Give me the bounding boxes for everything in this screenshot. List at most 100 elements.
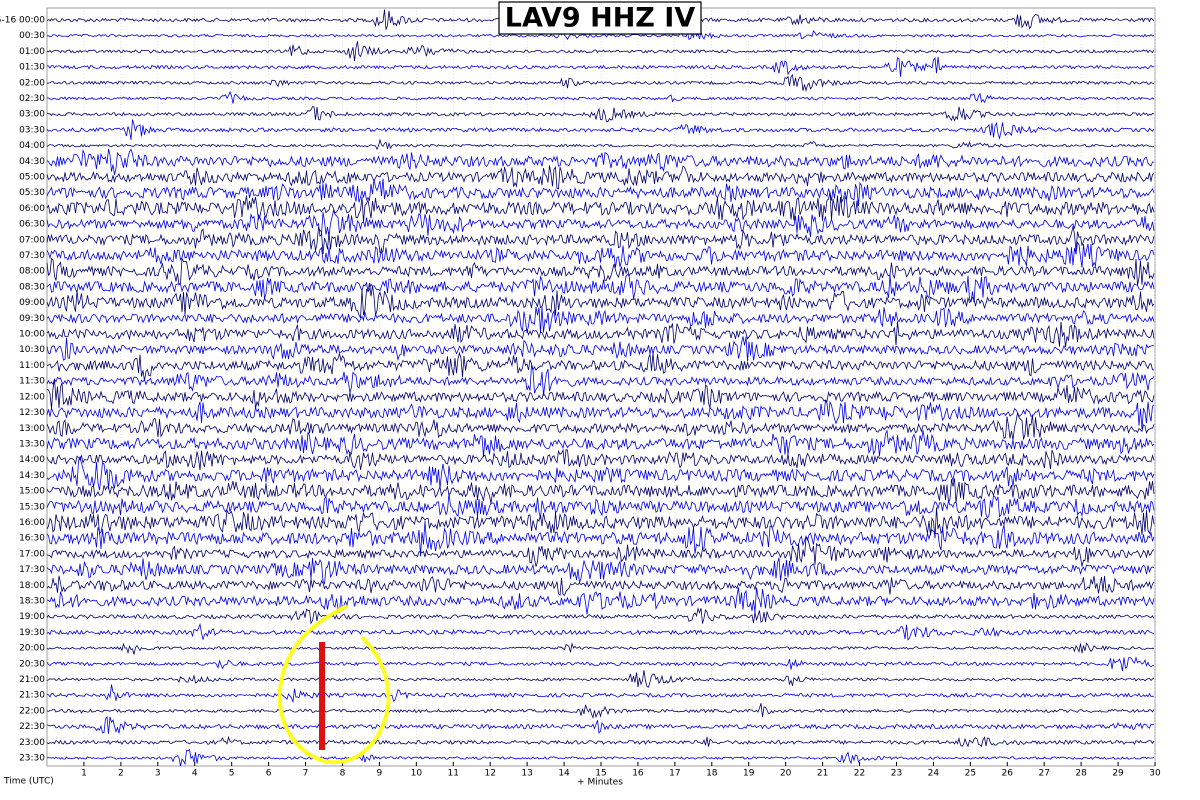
row-label: 23:00 xyxy=(19,738,45,748)
row-label: 17:30 xyxy=(19,565,45,575)
trace xyxy=(46,429,1155,458)
x-tick-label: 2 xyxy=(118,769,124,779)
row-label: 08:00 xyxy=(19,267,45,277)
x-tick-label: 25 xyxy=(965,769,976,779)
trace xyxy=(46,557,1155,585)
trace xyxy=(46,703,1155,719)
row-label: 16:00 xyxy=(19,518,45,528)
trace xyxy=(46,670,1155,688)
row-label: 14:00 xyxy=(19,455,45,465)
row-label: 15:00 xyxy=(19,487,45,497)
x-tick-label: 26 xyxy=(1002,769,1014,779)
row-label: 10:30 xyxy=(19,345,45,355)
trace xyxy=(46,493,1155,519)
row-label: 09:30 xyxy=(19,314,45,324)
row-label: 03:30 xyxy=(19,125,45,135)
row-label: 06:30 xyxy=(19,220,45,230)
trace xyxy=(46,41,1155,62)
trace xyxy=(46,274,1155,303)
row-label: 18:30 xyxy=(19,596,45,606)
row-label: 22:30 xyxy=(19,722,45,732)
chart-title: LAV9 HHZ IV xyxy=(505,3,696,34)
trace xyxy=(46,379,1155,409)
row-label: 20:30 xyxy=(19,659,45,669)
x-tick-label: 17 xyxy=(669,769,680,779)
row-label: 04:30 xyxy=(19,157,45,167)
traces xyxy=(46,9,1155,767)
x-tick-label: 13 xyxy=(521,769,532,779)
x-tick-label: 28 xyxy=(1075,769,1087,779)
row-label: 11:30 xyxy=(19,377,45,387)
trace xyxy=(46,748,1155,767)
x-tick-label: 21 xyxy=(817,769,828,779)
x-tick-label: 20 xyxy=(780,769,792,779)
event-marker xyxy=(319,642,325,750)
trace xyxy=(46,191,1155,223)
trace xyxy=(46,607,1155,625)
row-label: 23:30 xyxy=(19,754,45,764)
row-label: 08:30 xyxy=(19,282,45,292)
grid xyxy=(83,8,1156,766)
trace xyxy=(46,507,1155,539)
trace xyxy=(46,165,1155,190)
row-label: 07:30 xyxy=(19,251,45,261)
x-tick-label: 1 xyxy=(81,769,87,779)
trace xyxy=(46,642,1155,655)
trace xyxy=(46,351,1154,382)
trace xyxy=(46,455,1155,491)
x-axis-label: + Minutes xyxy=(577,778,623,788)
trace xyxy=(46,412,1155,441)
row-label: 05:30 xyxy=(19,188,45,198)
x-tick-label: 29 xyxy=(1112,769,1124,779)
x-tick-label: 3 xyxy=(155,769,161,779)
row-label: 00:30 xyxy=(19,31,45,41)
row-label: 13:30 xyxy=(19,439,45,449)
row-label: 14:30 xyxy=(19,471,45,481)
trace xyxy=(46,178,1155,207)
trace xyxy=(46,30,1155,41)
trace xyxy=(46,138,1155,151)
row-label: 12:30 xyxy=(19,408,45,418)
trace xyxy=(46,520,1155,557)
row-label: 17:00 xyxy=(19,549,45,559)
row-label: 01:30 xyxy=(19,63,45,73)
row-label: 22:00 xyxy=(19,706,45,716)
row-label: 03:00 xyxy=(19,110,45,120)
trace xyxy=(46,90,1155,104)
trace xyxy=(46,448,1155,471)
trace xyxy=(46,735,1155,748)
x-tick-label: 22 xyxy=(854,769,865,779)
x-tick-label: 18 xyxy=(706,769,718,779)
trace xyxy=(46,536,1155,567)
x-tick-label: 24 xyxy=(928,769,940,779)
x-tick-label: 10 xyxy=(411,769,423,779)
row-label: 20:00 xyxy=(19,644,45,654)
x-tick-label: 7 xyxy=(303,769,309,779)
trace xyxy=(46,622,1155,641)
row-label: 02:00 xyxy=(19,78,45,88)
x-tick-label: 4 xyxy=(192,769,198,779)
y-axis-label: Time (UTC) xyxy=(3,777,54,787)
title-box xyxy=(498,1,702,35)
row-label: 18:00 xyxy=(19,581,45,591)
trace xyxy=(46,656,1155,672)
x-tick-label: 19 xyxy=(743,769,755,779)
trace xyxy=(46,209,1155,238)
row-label: 02:30 xyxy=(19,94,45,104)
row-label: 04:00 xyxy=(19,141,45,151)
trace xyxy=(46,306,1155,334)
trace xyxy=(46,241,1155,268)
x-tick-label: 14 xyxy=(558,769,570,779)
trace xyxy=(46,56,1155,77)
row-label: 05-16 00:00 xyxy=(0,16,45,26)
trace xyxy=(46,715,1155,734)
annotation-circle xyxy=(277,604,391,765)
x-tick-label: 30 xyxy=(1149,769,1161,779)
x-tick-label: 15 xyxy=(595,769,606,779)
row-label: 13:00 xyxy=(19,424,45,434)
trace xyxy=(46,119,1155,141)
row-label: 21:00 xyxy=(19,675,45,685)
row-label: 07:00 xyxy=(19,235,45,245)
trace xyxy=(46,148,1155,175)
